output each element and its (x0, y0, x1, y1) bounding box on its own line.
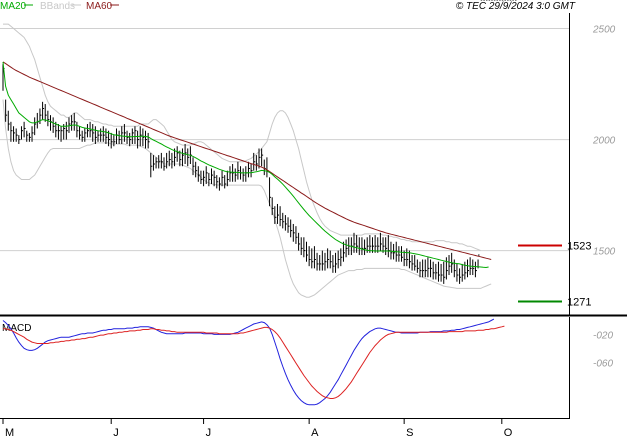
macd-panel-title: MACD (2, 323, 31, 334)
legend-ma20: MA20 (0, 1, 27, 12)
price-y-tick-label: 1500 (593, 247, 616, 258)
macd-y-tick-label: -020 (593, 330, 613, 341)
right-scale-background (570, 13, 627, 418)
legend-bbands: BBands (40, 1, 75, 12)
x-tick-label: J (206, 427, 212, 439)
macd-line (2, 318, 495, 406)
price-y-tick-label: 2500 (592, 25, 616, 36)
x-tick-label: M (5, 427, 14, 439)
price-y-tick-label: 2000 (592, 136, 616, 147)
bbands-upper-line (3, 23, 481, 252)
chart-title: © TEC 29/9/2024 3:0 GMT (456, 1, 576, 12)
x-tick-label: A (311, 427, 319, 439)
level-marker-label: 1523 (567, 240, 591, 252)
x-tick-label: O (504, 427, 513, 439)
legend-ma60: MA60 (86, 1, 113, 12)
level-marker-label: 1271 (567, 296, 591, 308)
bbands-lower-line (2, 99, 492, 298)
ma60-line (2, 61, 492, 260)
ma20-line (2, 61, 489, 269)
macd-signal-line (3, 325, 505, 399)
x-tick-label: J (113, 427, 119, 439)
macd-y-tick-label: -060 (593, 358, 613, 369)
x-tick-label: S (406, 427, 413, 439)
